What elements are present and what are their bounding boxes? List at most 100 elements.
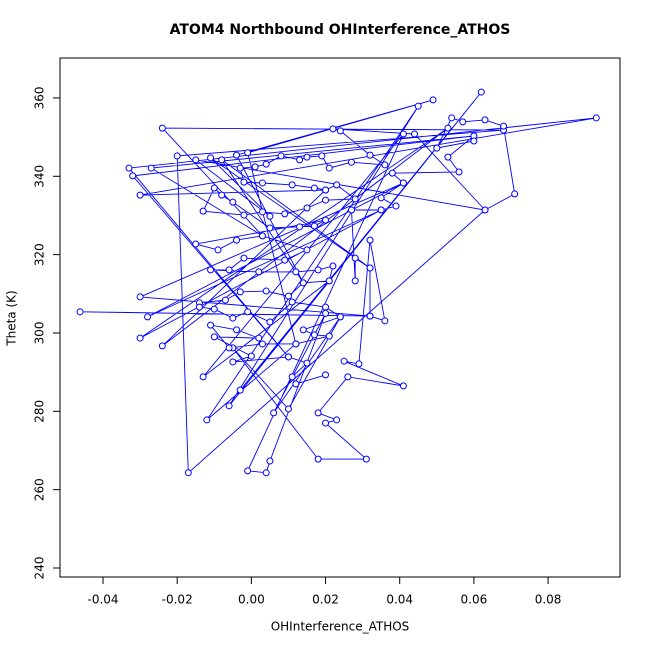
data-point: [284, 292, 292, 300]
data-point: [366, 236, 374, 244]
data-point: [203, 416, 211, 424]
y-tick-label: 360: [33, 87, 47, 110]
data-point: [481, 116, 489, 124]
data-point: [288, 298, 296, 306]
data-point: [351, 195, 359, 203]
data-point: [481, 206, 489, 214]
data-point: [207, 154, 215, 162]
data-point: [411, 130, 419, 138]
data-point: [136, 293, 144, 301]
data-point: [288, 373, 296, 381]
data-point: [147, 164, 155, 172]
data-point: [144, 313, 152, 321]
data-point: [299, 326, 307, 334]
x-tick-label: 0.06: [461, 593, 488, 607]
data-point: [262, 287, 270, 295]
data-point: [336, 127, 344, 135]
data-point: [347, 158, 355, 166]
data-point: [173, 152, 181, 160]
data-point: [266, 457, 274, 465]
data-point: [218, 156, 226, 164]
data-point: [136, 334, 144, 342]
data-point: [125, 164, 133, 172]
data-point: [225, 402, 233, 410]
data-point: [314, 266, 322, 274]
data-point: [236, 386, 244, 394]
data-point: [351, 254, 359, 262]
data-point: [303, 204, 311, 212]
data-point: [477, 88, 485, 96]
data-point: [333, 181, 341, 189]
data-point: [310, 331, 318, 339]
data-point: [225, 266, 233, 274]
data-point: [314, 409, 322, 417]
plot-frame: [59, 57, 621, 578]
y-tick-label: 280: [33, 400, 47, 423]
data-point: [399, 382, 407, 390]
data-point: [351, 277, 359, 285]
data-point: [444, 124, 452, 132]
data-point: [129, 172, 137, 180]
data-point: [199, 373, 207, 381]
y-tick-label: 300: [33, 322, 47, 345]
data-point: [414, 102, 422, 110]
data-point: [277, 152, 285, 160]
data-point: [281, 210, 289, 218]
data-point: [210, 184, 218, 192]
data-point: [233, 326, 241, 334]
data-point: [500, 122, 508, 130]
data-point: [325, 277, 333, 285]
data-point: [299, 279, 307, 287]
data-point: [347, 206, 355, 214]
x-tick-label: -0.04: [87, 593, 118, 607]
data-point: [184, 469, 192, 477]
data-point: [266, 318, 274, 326]
data-point: [258, 340, 266, 348]
data-point: [429, 96, 437, 104]
data-point: [399, 179, 407, 187]
data-point: [322, 186, 330, 194]
data-point: [210, 333, 218, 341]
data-point: [229, 358, 237, 366]
y-tick-label: 240: [33, 557, 47, 580]
data-point: [362, 455, 370, 463]
data-point: [455, 168, 463, 176]
data-point: [236, 164, 244, 172]
data-point: [76, 308, 84, 316]
data-point: [325, 332, 333, 340]
data-point: [229, 198, 237, 206]
data-point: [366, 151, 374, 159]
data-point: [258, 232, 266, 240]
data-point: [366, 312, 374, 320]
data-point: [314, 455, 322, 463]
data-line: [79, 91, 597, 474]
data-point: [244, 308, 252, 316]
data-point: [303, 153, 311, 161]
data-point: [296, 223, 304, 231]
data-point: [262, 469, 270, 477]
data-point: [296, 156, 304, 164]
data-point: [366, 264, 374, 272]
data-point: [247, 352, 255, 360]
data-point: [355, 360, 363, 368]
data-point: [292, 340, 300, 348]
x-axis-label: OHInterference_ATHOS: [271, 620, 410, 634]
y-tick-label: 260: [33, 478, 47, 501]
data-point: [592, 114, 600, 122]
data-point: [288, 181, 296, 189]
data-point: [388, 169, 396, 177]
data-point: [236, 288, 244, 296]
data-point: [199, 207, 207, 215]
data-point: [303, 246, 311, 254]
data-point: [281, 256, 289, 264]
data-point: [292, 380, 300, 388]
data-point: [192, 156, 200, 164]
data-point: [310, 184, 318, 192]
y-axis-label: Theta (K): [5, 290, 19, 346]
x-tick-label: -0.02: [162, 593, 193, 607]
data-point: [284, 353, 292, 361]
data-point: [258, 208, 266, 216]
data-point: [322, 216, 330, 224]
data-point: [207, 321, 215, 329]
